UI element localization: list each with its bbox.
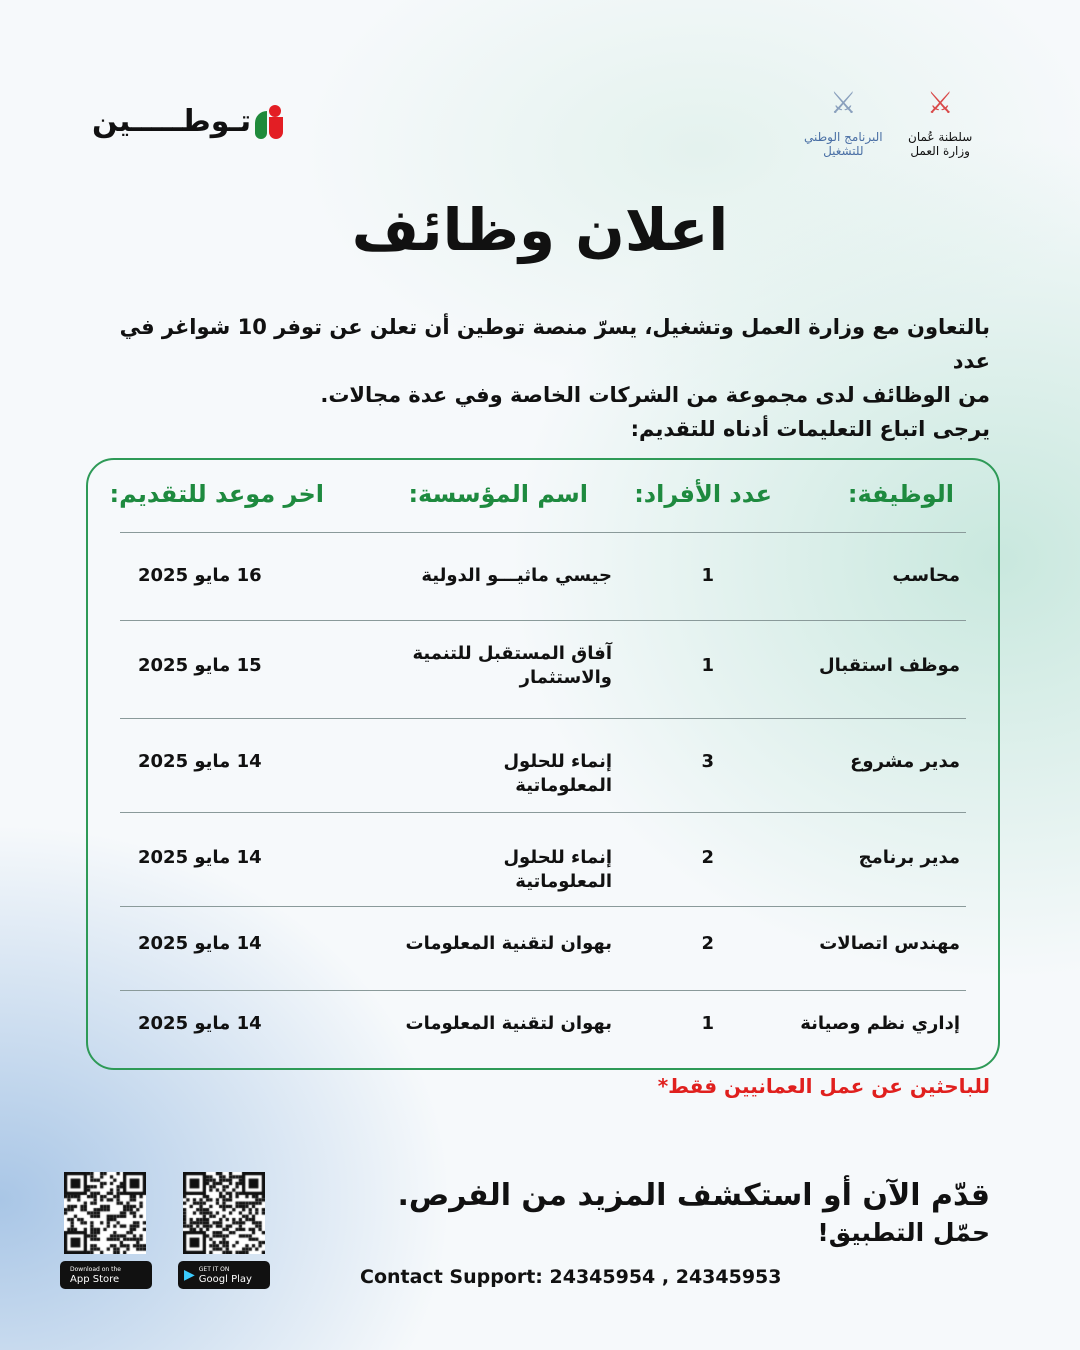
intro-line: من الوظائف لدى مجموعة من الشركات الخاصة … [320,383,990,407]
store-label: App Store [70,1274,120,1285]
gov-logo-text: للتشغيل [823,144,864,158]
cell-company: إنماء للحلول المعلوماتية [503,751,612,796]
cell-count: 1 [701,565,714,586]
header-deadline: اخر موعد للتقديم: [109,480,325,508]
cell-deadline: 14 مايو 2025 [138,847,262,868]
oman-emblem-icon: ⚔ [926,86,954,121]
cell-company: جيسي ماثيـــو الدولية [421,565,612,586]
row-divider [120,990,966,991]
cell-company: بهوان لتقنية المعلومات [405,933,612,954]
cta-heading: قدّم الآن أو استكشف المزيد من الفرص. [397,1178,990,1213]
intro-text: بالتعاون مع وزارة العمل وتشغيل، يسرّ منص… [110,310,990,446]
cell-company: آفاق المستقبل للتنمية والاستثمار [412,643,612,688]
cell-job: محاسب [892,565,960,586]
gov-logo-text: البرنامج الوطني [804,130,883,144]
row-divider [120,812,966,813]
cta-download: حمّل التطبيق! [817,1218,990,1247]
tawteen-logo: تـوطـــــين [92,104,284,139]
cell-job: مدير برنامج [858,847,960,868]
row-divider [120,620,966,621]
header-count: عدد الأفراد: [634,480,772,508]
contact-support: Contact Support: 24345954 , 24345953 [360,1266,782,1288]
app-store-button[interactable]: Download on the App Store [60,1261,152,1289]
cell-count: 2 [701,933,714,954]
store-label: Googl Play [198,1274,252,1285]
cell-count: 1 [701,1013,714,1034]
store-small: Download on the [70,1266,121,1273]
cell-job: مدير مشروع [850,751,960,772]
jobs-table: الوظيفة: عدد الأفراد: اسم المؤسسة: اخر م… [86,458,1000,1070]
cell-job: مهندس اتصالات [819,933,960,954]
header-job: الوظيفة: [847,480,954,508]
tawteen-logo-icon [255,104,284,139]
row-divider [120,906,966,907]
eligibility-note: للباحثين عن عمل العمانيين فقط* [657,1074,990,1098]
cell-job: إداري نظم وصيانة [800,1013,960,1034]
cell-count: 3 [701,751,714,772]
row-divider [120,718,966,719]
cell-company: إنماء للحلول المعلوماتية [503,847,612,892]
cell-job: موظف استقبال [819,655,960,676]
ministry-of-labour-logo: ⚔ سلطنة عُمان وزارة العمل [908,84,972,158]
header-company: اسم المؤسسة: [408,480,588,508]
play-icon: ▶ [184,1267,195,1283]
cell-deadline: 14 مايو 2025 [138,1013,262,1034]
gov-logo-text: وزارة العمل [910,144,970,158]
cell-count: 2 [701,847,714,868]
google-play-qr-code[interactable] [183,1172,265,1254]
app-store-qr-code[interactable] [64,1172,146,1254]
oman-emblem-icon: ⚔ [829,86,857,121]
google-play-button[interactable]: ▶ GET IT ON Googl Play [178,1261,270,1289]
brand-name: تـوطـــــين [92,104,252,139]
cell-deadline: 14 مايو 2025 [138,751,262,772]
cell-company: بهوان لتقنية المعلومات [405,1013,612,1034]
row-divider [120,532,966,533]
cell-deadline: 15 مايو 2025 [138,655,262,676]
gov-logo-text: سلطنة عُمان [908,130,973,144]
store-small: GET IT ON [198,1266,230,1273]
intro-line: بالتعاون مع وزارة العمل وتشغيل، يسرّ منص… [119,315,990,373]
cell-deadline: 14 مايو 2025 [138,933,262,954]
national-employment-program-logo: ⚔ البرنامج الوطني للتشغيل [804,84,883,158]
cell-deadline: 16 مايو 2025 [138,565,262,586]
intro-line: يرجى اتباع التعليمات أدناه للتقديم: [630,417,990,441]
cell-count: 1 [701,655,714,676]
page-title: اعلان وظائف [351,196,729,264]
